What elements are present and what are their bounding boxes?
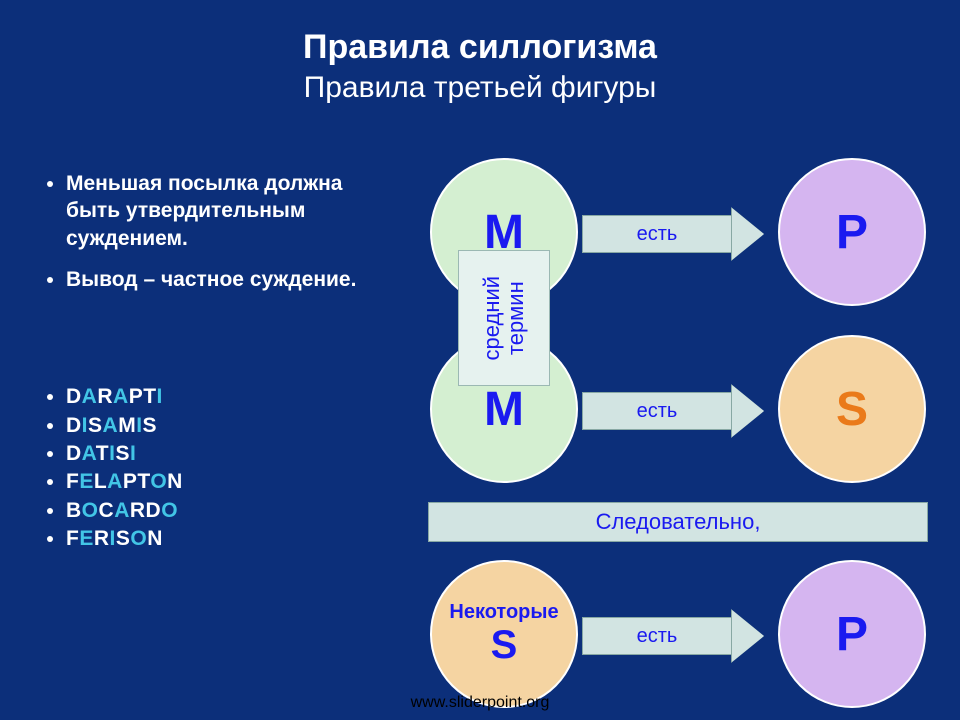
arrow-head-icon bbox=[732, 385, 764, 437]
circle-p1-label: P bbox=[836, 205, 868, 260]
circle-p2: P bbox=[778, 560, 926, 708]
arrow-head-icon bbox=[732, 208, 764, 260]
therefore-box: Следовательно, bbox=[428, 502, 928, 542]
arrow-1-label: есть bbox=[582, 215, 732, 253]
circle-p2-label: P bbox=[836, 607, 868, 662]
circle-s1-label: S bbox=[836, 382, 868, 437]
title-sub: Правила третьей фигуры bbox=[0, 69, 960, 107]
title-block: Правила силлогизма Правила третьей фигур… bbox=[0, 0, 960, 106]
arrow-2: есть bbox=[582, 385, 764, 437]
arrow-3-label: есть bbox=[582, 617, 732, 655]
title-main: Правила силлогизма bbox=[0, 26, 960, 69]
arrow-3: есть bbox=[582, 610, 764, 662]
arrow-2-label: есть bbox=[582, 392, 732, 430]
mood-item: DISAMIS bbox=[66, 412, 400, 440]
middle-term-box: среднийтермин bbox=[458, 250, 550, 386]
left-column: Меньшая посылка должна быть утвердительн… bbox=[40, 170, 400, 553]
mood-item: DARAPTI bbox=[66, 383, 400, 411]
moods-list: DARAPTIDISAMISDATISIFELAPTONBOCARDOFERIS… bbox=[40, 383, 400, 553]
arrow-1: есть bbox=[582, 208, 764, 260]
circle-s2: Некоторые S bbox=[430, 560, 578, 708]
mood-item: BOCARDO bbox=[66, 497, 400, 525]
diagram: M P M S Некоторые S P есть есть есть сре… bbox=[400, 150, 940, 680]
arrow-head-icon bbox=[732, 610, 764, 662]
mood-item: FERISON bbox=[66, 525, 400, 553]
mood-item: DATISI bbox=[66, 440, 400, 468]
middle-term-text: среднийтермин bbox=[480, 276, 528, 361]
rules-list: Меньшая посылка должна быть утвердительн… bbox=[40, 170, 400, 293]
circle-s2-big: S bbox=[449, 623, 558, 667]
rule-item: Меньшая посылка должна быть утвердительн… bbox=[66, 170, 400, 252]
circle-p1: P bbox=[778, 158, 926, 306]
circle-s1: S bbox=[778, 335, 926, 483]
mood-item: FELAPTON bbox=[66, 468, 400, 496]
circle-m2-label: M bbox=[484, 382, 524, 437]
footer-url: www.sliderpoint.org bbox=[0, 694, 960, 712]
rule-item: Вывод – частное суждение. bbox=[66, 266, 400, 293]
circle-s2-small: Некоторые bbox=[449, 601, 558, 623]
